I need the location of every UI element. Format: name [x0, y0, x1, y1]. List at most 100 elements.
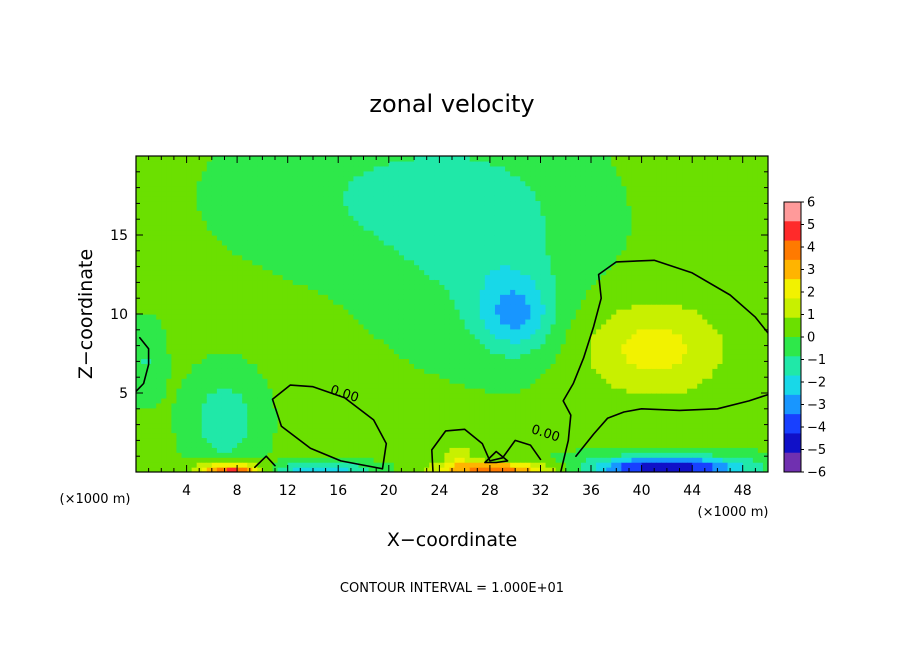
heat-cell: [267, 368, 274, 374]
heat-cell: [211, 393, 218, 399]
heat-cell: [196, 304, 203, 310]
heat-cell: [484, 378, 491, 384]
heat-cell: [176, 249, 183, 256]
heat-cell: [363, 348, 370, 355]
heat-cell: [464, 407, 471, 414]
heat-cell: [237, 348, 243, 355]
heat-cell: [262, 190, 269, 197]
heat-cell: [191, 447, 198, 453]
heat-cell: [282, 452, 289, 458]
heat-cell: [500, 388, 506, 394]
heat-cell: [297, 185, 304, 192]
heat-cell: [151, 457, 157, 463]
heat-cell: [166, 215, 172, 221]
heat-cell: [201, 343, 208, 350]
heat-cell: [434, 314, 440, 320]
heat-cell: [348, 323, 355, 330]
heat-cell: [151, 239, 157, 246]
heat-cell: [186, 235, 193, 241]
heat-cell: [237, 269, 243, 276]
heat-cell: [424, 314, 430, 320]
heat-cell: [292, 294, 299, 300]
heat-cell: [141, 289, 147, 295]
heat-cell: [191, 200, 198, 206]
heat-cell: [368, 422, 375, 429]
heat-cell: [409, 373, 415, 379]
heat-cell: [353, 259, 360, 266]
heat-cell: [151, 190, 157, 197]
heat-cell: [439, 225, 446, 231]
heat-cell: [216, 190, 223, 197]
heat-cell: [343, 318, 349, 325]
heat-cell: [186, 180, 193, 187]
heat-cell: [206, 437, 213, 443]
heat-cell: [338, 254, 344, 261]
heat-cell: [216, 314, 223, 320]
heat-cell: [520, 165, 526, 172]
heat-cell: [206, 294, 213, 300]
heat-cell: [424, 407, 430, 414]
heat-cell: [252, 348, 258, 355]
heat-cell: [191, 309, 198, 315]
heat-cell: [318, 279, 324, 285]
heat-cell: [176, 180, 183, 187]
heat-cell: [282, 210, 289, 216]
heat-cell: [419, 244, 425, 251]
heat-cell: [449, 195, 456, 202]
heat-cell: [338, 190, 344, 197]
heat-cell: [282, 195, 289, 202]
heat-cell: [136, 373, 142, 379]
heat-cell: [510, 383, 516, 389]
heat-cell: [469, 457, 476, 463]
heat-cell: [227, 338, 233, 345]
heat-cell: [191, 190, 198, 197]
heat-cell: [156, 437, 162, 443]
heat-cell: [277, 393, 284, 399]
heat-cell: [186, 432, 193, 439]
heat-cell: [373, 230, 380, 236]
heat-cell: [221, 397, 228, 404]
heat-cell: [136, 210, 142, 216]
heat-cell: [247, 304, 253, 310]
heat-cell: [505, 264, 511, 271]
heat-cell: [287, 407, 294, 414]
heat-cell: [307, 185, 314, 192]
heat-cell: [439, 323, 446, 330]
heat-cell: [525, 323, 531, 330]
heat-cell: [323, 412, 329, 419]
heat-cell: [419, 190, 425, 197]
heat-cell: [232, 274, 238, 281]
heat-cell: [323, 393, 329, 399]
heat-cell: [151, 235, 157, 241]
heat-cell: [373, 294, 380, 300]
heat-cell: [151, 279, 157, 285]
heat-cell: [307, 175, 314, 182]
heat-cell: [312, 358, 319, 364]
heat-cell: [156, 412, 162, 419]
heat-cell: [211, 165, 218, 172]
heat-cell: [489, 378, 496, 384]
heat-cell: [171, 235, 178, 241]
heat-cell: [247, 289, 253, 295]
heat-cell: [429, 388, 435, 394]
heat-cell: [171, 388, 178, 394]
heat-cell: [257, 180, 263, 187]
heat-cell: [515, 432, 521, 439]
heat-cell: [454, 432, 461, 439]
heat-cell: [267, 205, 274, 211]
heat-cell: [464, 328, 471, 335]
heat-cell: [282, 343, 289, 350]
heat-cell: [141, 422, 147, 429]
heat-cell: [252, 195, 258, 202]
heat-cell: [151, 407, 157, 414]
heat-cell: [141, 358, 147, 364]
heat-cell: [252, 412, 258, 419]
heat-cell: [277, 407, 284, 414]
heat-cell: [353, 457, 360, 463]
heat-cell: [216, 348, 223, 355]
heat-cell: [403, 388, 410, 394]
heat-cell: [181, 254, 188, 261]
heat-cell: [156, 304, 162, 310]
heat-cell: [424, 185, 430, 192]
heat-cell: [459, 383, 466, 389]
